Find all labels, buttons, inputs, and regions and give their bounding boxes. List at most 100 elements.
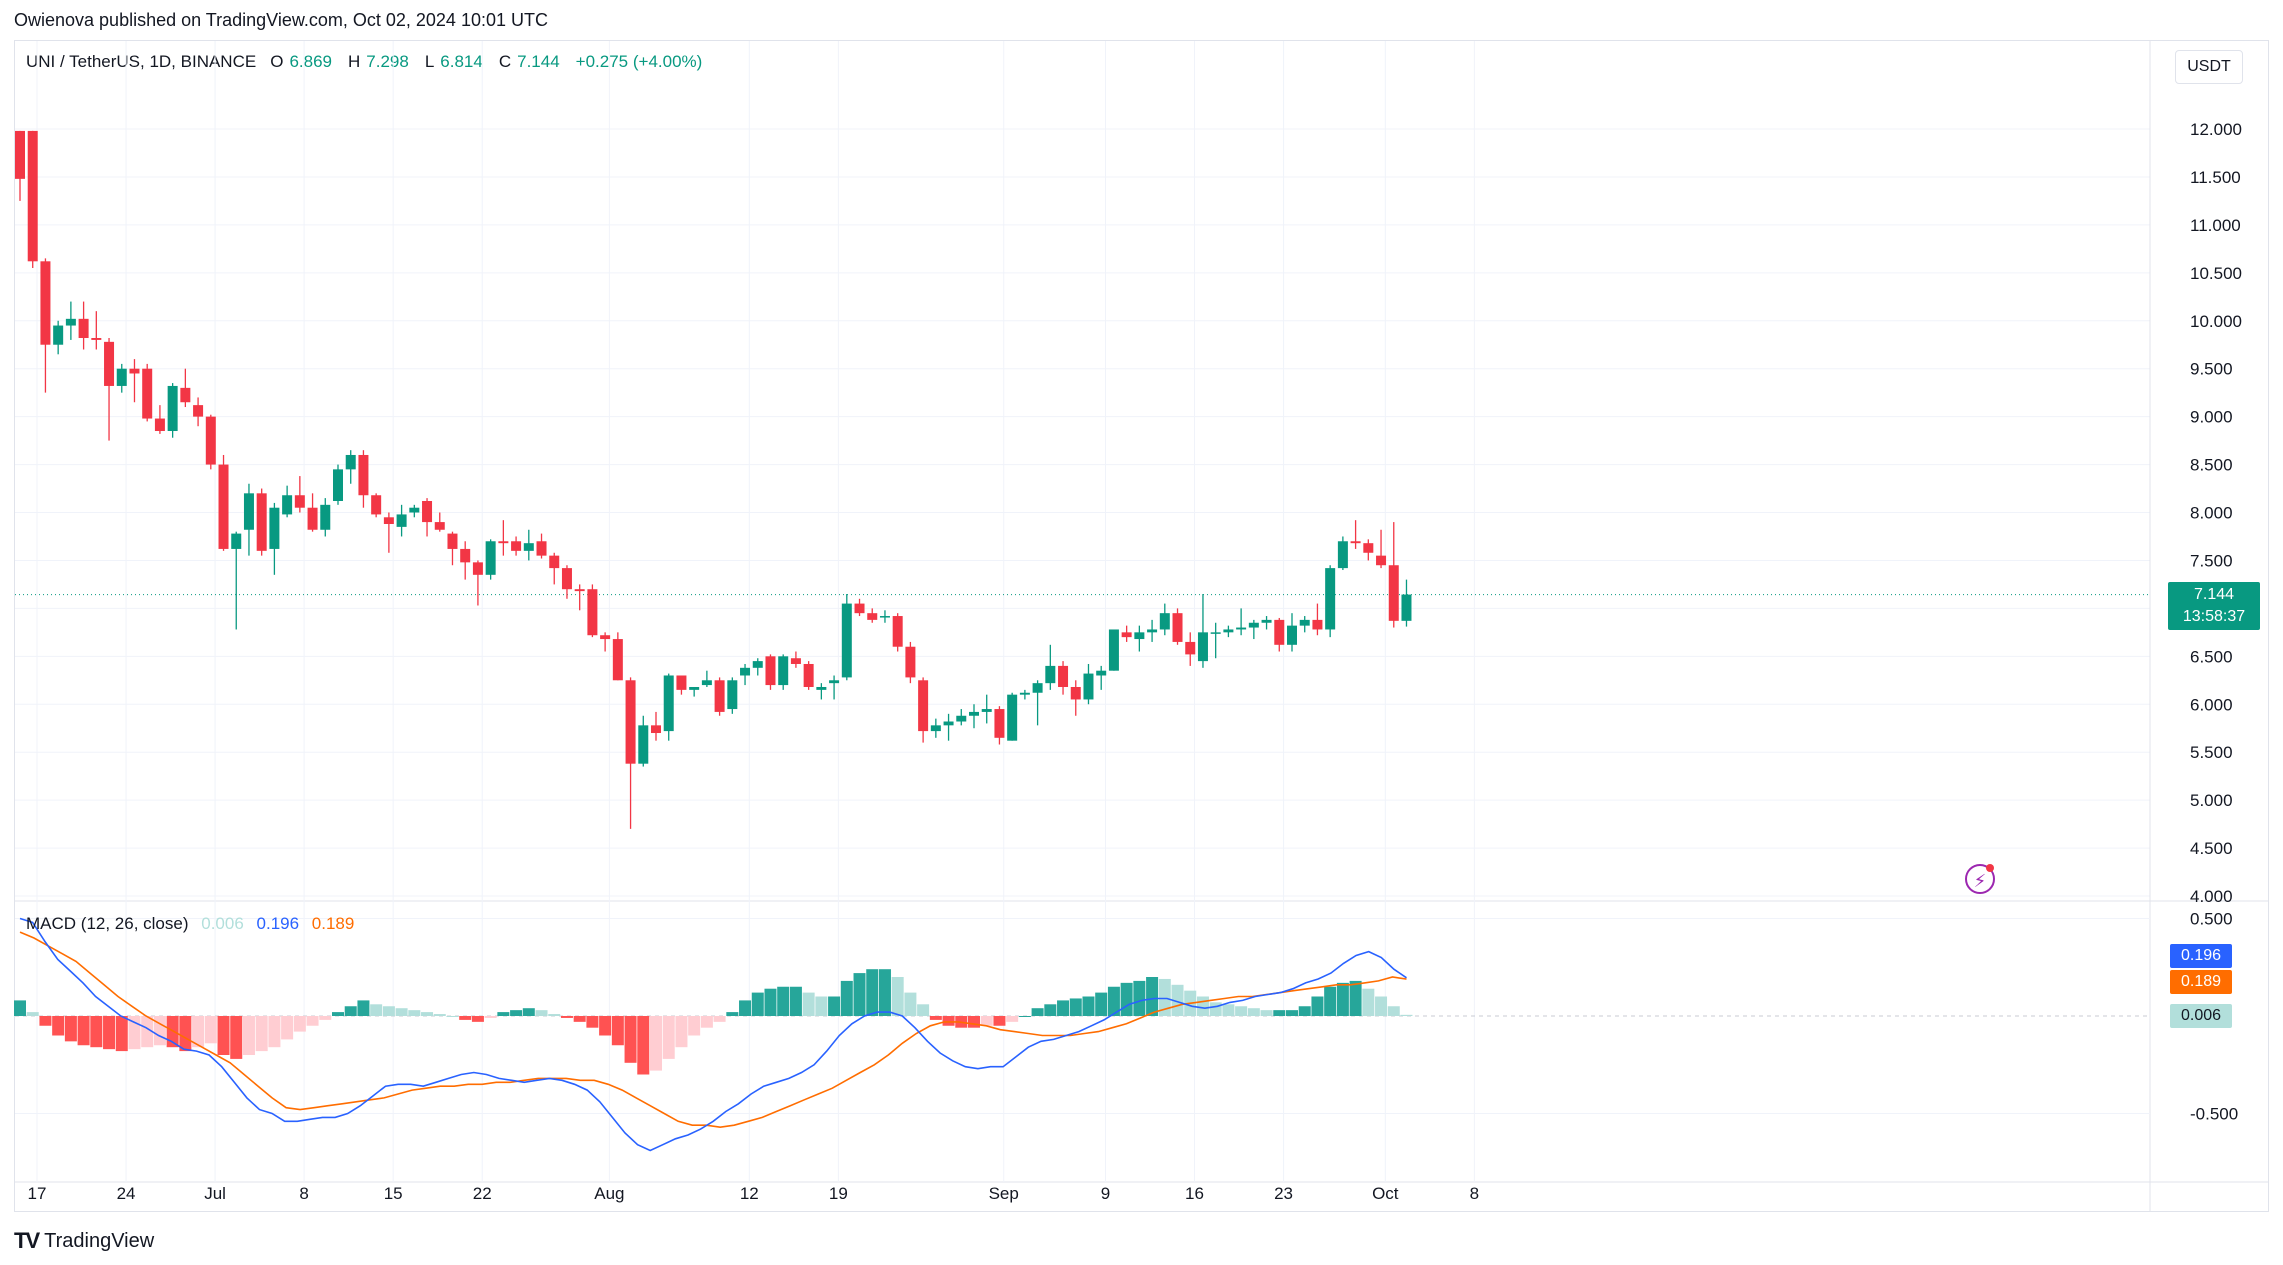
candle-body: [612, 639, 623, 681]
macd-histogram-bar: [1311, 996, 1324, 1016]
macd-legend[interactable]: MACD (12, 26, close) 0.006 0.196 0.189: [26, 914, 354, 934]
macd-histogram-bar: [1286, 1010, 1298, 1016]
symbol-title[interactable]: UNI / TetherUS, 1D, BINANCE: [26, 52, 257, 71]
macd-histogram-bar: [1146, 977, 1159, 1016]
macd-line-tag: 0.196: [2170, 944, 2232, 968]
macd-histogram-bar: [484, 1016, 497, 1018]
macd-histogram-bar: [713, 1016, 726, 1022]
macd-histogram-bar: [230, 1016, 243, 1059]
macd-histogram-bar: [650, 1016, 662, 1071]
candle-body: [714, 680, 725, 712]
price-tick-label: 7.500: [2190, 551, 2233, 570]
candle-body: [371, 495, 382, 515]
candle-body: [1312, 619, 1323, 630]
candlestick-series: [15, 130, 1412, 829]
macd-line: [19, 917, 1407, 1152]
candle-body: [523, 543, 534, 551]
macd-tick-label: -0.500: [2190, 1105, 2238, 1124]
candle-body: [549, 555, 560, 569]
open-label: O: [270, 52, 284, 71]
macd-histogram-bar: [929, 1016, 942, 1020]
candle-body: [1210, 632, 1221, 634]
macd-histogram-bar: [1336, 982, 1349, 1016]
candle-body: [91, 338, 102, 340]
candle-body: [243, 493, 254, 530]
candle-body: [943, 721, 954, 726]
candle-body: [905, 646, 916, 678]
time-tick-label: 19: [829, 1184, 848, 1203]
macd-line-value: 0.196: [256, 914, 300, 933]
candle-body: [879, 616, 890, 618]
macd-histogram-bar: [535, 1010, 548, 1016]
candle-body: [15, 130, 25, 179]
macd-histogram-bar: [1196, 996, 1209, 1016]
logo-text: TradingView: [44, 1229, 155, 1252]
candle-body: [1019, 692, 1030, 695]
macd-histogram-bar: [446, 1016, 459, 1017]
price-tick-label: 11.000: [2190, 216, 2241, 235]
candle-body: [803, 663, 814, 687]
macd-signal-value: 0.189: [311, 914, 355, 933]
macd-histogram-bar: [1095, 992, 1108, 1016]
candle-body: [472, 562, 483, 575]
macd-histogram-bar: [1375, 996, 1388, 1016]
high-value: 7.298: [366, 52, 409, 71]
macd-histogram-bar: [510, 1010, 523, 1016]
macd-histogram-bar: [586, 1016, 599, 1028]
macd-histogram-bar: [306, 1016, 319, 1026]
candle-body: [269, 507, 280, 549]
candle-body: [1248, 622, 1259, 628]
macd-histogram-bar: [1324, 986, 1337, 1016]
macd-histogram-bar: [281, 1016, 294, 1040]
candle-body: [701, 680, 712, 686]
time-tick-label: 9: [1101, 1184, 1110, 1203]
macd-histogram-bar: [1349, 980, 1362, 1016]
macd-histogram-bar: [332, 1012, 344, 1016]
macd-histogram-bar: [433, 1014, 446, 1016]
candle-body: [651, 725, 661, 734]
macd-histogram-bar: [611, 1016, 624, 1046]
macd-histogram-bar: [548, 1014, 561, 1016]
time-tick-label: Aug: [594, 1184, 624, 1203]
time-tick-label: 17: [28, 1184, 47, 1203]
candle-body: [193, 405, 204, 417]
macd-pane: 0.500 -0.500: [14, 910, 2238, 1152]
price-legend: UNI / TetherUS, 1D, BINANCE O 6.869 H 7.29…: [26, 52, 702, 72]
macd-histogram-bar: [942, 1016, 955, 1026]
flash-icon[interactable]: ⚡: [1965, 864, 1995, 894]
histogram-tag: 0.006: [2170, 1004, 2232, 1028]
macd-histogram-bar: [255, 1016, 268, 1052]
macd-histogram-bar: [103, 1016, 116, 1050]
time-axis: 17 24 Jul 8 15 22 Aug 12 19 Sep 9 16 23 Oct 8: [28, 1184, 1480, 1203]
price-tick-label: 4.500: [2190, 839, 2233, 858]
price-tick-label: 6.000: [2190, 695, 2233, 714]
macd-histogram-bar: [370, 1004, 383, 1016]
candle-body: [994, 709, 1005, 738]
candle-body: [1108, 629, 1119, 671]
candle-body: [205, 416, 216, 465]
time-tick-label: Jul: [204, 1184, 226, 1203]
macd-histogram-bar: [560, 1016, 573, 1018]
macd-histogram-bar: [1222, 1004, 1235, 1016]
candle-body: [282, 495, 293, 515]
candle-body: [1236, 627, 1247, 630]
macd-histogram-bar: [1260, 1010, 1273, 1016]
price-tick-label: 9.500: [2190, 360, 2233, 379]
candle-body: [1083, 673, 1094, 700]
candle-body: [676, 675, 687, 690]
candle-body: [1350, 541, 1361, 544]
time-tick-label: 24: [117, 1184, 136, 1203]
currency-button[interactable]: USDT: [2175, 50, 2243, 84]
macd-histogram-bar: [395, 1008, 408, 1016]
macd-histogram-bar: [408, 1010, 421, 1016]
candle-body: [790, 658, 801, 664]
candle-body: [587, 589, 598, 636]
candle-body: [104, 341, 115, 386]
macd-histogram-bar: [815, 996, 828, 1016]
tradingview-logo[interactable]: TV TradingView: [14, 1228, 154, 1254]
macd-histogram-bar: [217, 1016, 230, 1055]
candle-body: [765, 656, 776, 686]
candle-body: [930, 725, 941, 732]
macd-histogram-bar: [802, 992, 815, 1016]
